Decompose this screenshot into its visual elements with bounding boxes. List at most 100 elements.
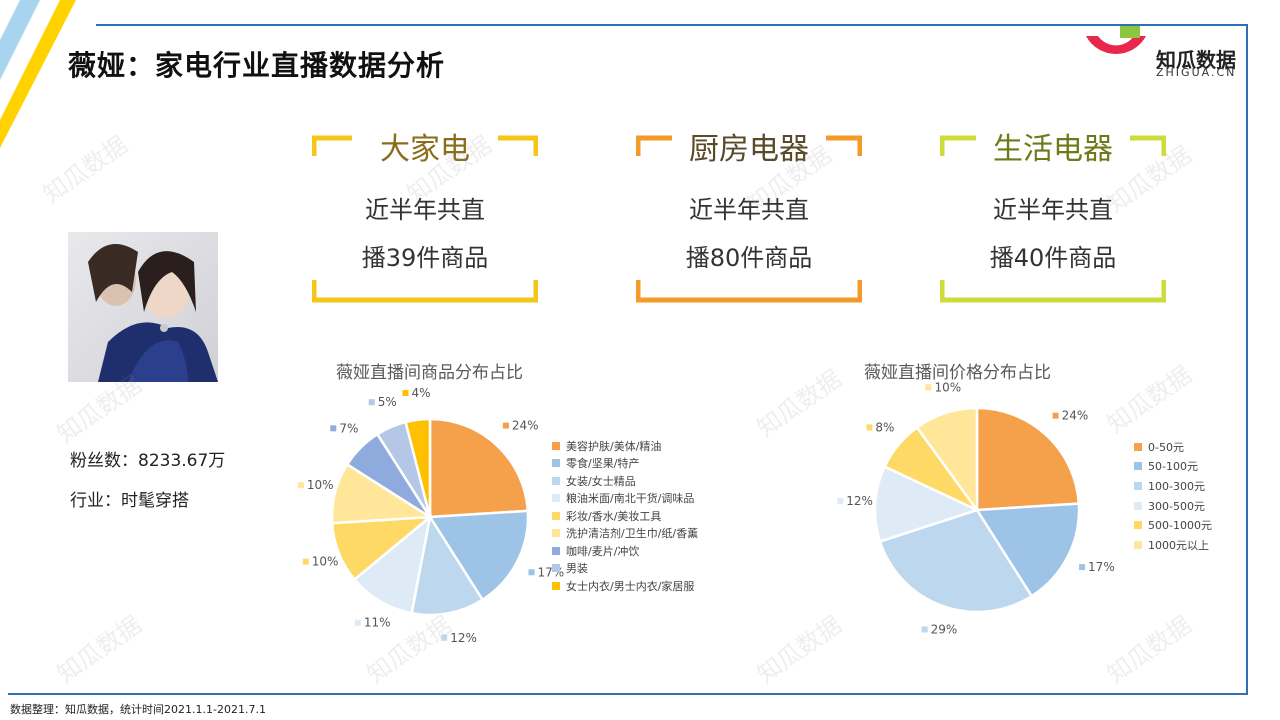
data-label: 5%	[378, 395, 397, 409]
frame-bottom-line	[8, 693, 1248, 695]
pie-slice	[883, 425, 979, 512]
logo-domain: ZHIGUA.CN	[1156, 66, 1237, 79]
legend-item: 男装	[552, 560, 698, 578]
pie-slice	[404, 417, 432, 518]
legend-item: 洗护清洁剂/卫生巾/纸/香薰	[552, 525, 698, 543]
category-box-living-appliances: 生活电器 近半年共直 播40件商品	[940, 132, 1166, 304]
category-title: 厨房电器	[689, 132, 809, 167]
legend-swatch	[552, 476, 560, 485]
legend-label: 300-500元	[1148, 499, 1205, 513]
legend-label: 女士内衣/男士内衣/家居服	[566, 579, 695, 593]
data-label-marker	[330, 425, 337, 432]
legend-swatch	[552, 511, 560, 520]
legend-item: 彩妆/香水/美妆工具	[552, 507, 698, 525]
footer-source: 数据整理：知瓜数据，统计时间2021.1.1-2021.7.1	[10, 703, 266, 716]
legend-swatch	[1134, 462, 1142, 471]
product-chart-title: 薇娅直播间商品分布占比	[336, 363, 523, 383]
pie-slice	[428, 417, 530, 519]
data-label-marker	[1079, 564, 1086, 571]
legend-swatch	[1134, 540, 1142, 549]
pie-slice	[410, 513, 485, 617]
data-label: 12%	[846, 494, 873, 508]
pie-slice	[330, 515, 434, 582]
data-label: 24%	[1062, 409, 1089, 423]
legend-label: 0-50元	[1148, 440, 1184, 454]
legend-swatch	[552, 494, 560, 503]
legend-item: 1000元以上	[1134, 535, 1212, 555]
legend-swatch	[552, 564, 560, 573]
frame-right-line	[1246, 24, 1248, 694]
data-label: 17%	[1088, 560, 1115, 574]
influencer-photo	[68, 232, 218, 382]
legend-label: 男装	[566, 562, 588, 576]
legend-item: 零食/坚果/特产	[552, 455, 698, 473]
category-desc-line2: 播40件商品	[989, 244, 1117, 272]
legend-item: 0-50元	[1134, 437, 1212, 457]
data-label: 11%	[364, 616, 391, 630]
watermark: 知瓜数据	[752, 610, 847, 689]
legend-swatch	[552, 529, 560, 538]
legend-label: 1000元以上	[1148, 538, 1209, 552]
data-label-marker	[502, 422, 509, 429]
data-label-marker	[354, 619, 361, 626]
product-chart-legend: 美容护肤/美体/精油 零食/坚果/特产 女装/女士精品粮油米面/南北干货/调味品 彩妆…	[552, 437, 698, 595]
bracket-frame	[940, 135, 1166, 303]
legend-label: 女装/女士精品	[566, 474, 636, 488]
legend-label: 500-1000元	[1148, 519, 1212, 533]
legend-item: 咖啡/麦片/冲饮	[552, 542, 698, 560]
pie-slice	[330, 462, 434, 525]
legend-item: 100-300元	[1134, 476, 1212, 496]
pie-slice	[375, 420, 432, 518]
frame-top-line	[96, 24, 1248, 26]
legend-swatch	[552, 546, 560, 555]
data-label-marker	[921, 626, 928, 633]
category-desc-line1: 近半年共直	[365, 196, 485, 224]
category-title: 大家电	[380, 132, 470, 167]
category-desc-line2: 播80件商品	[685, 244, 813, 272]
industry-label: 行业：时髦穿搭	[70, 491, 189, 511]
watermark: 知瓜数据	[1102, 360, 1197, 439]
price-chart-title: 薇娅直播间价格分布占比	[864, 363, 1051, 383]
pie-slice	[873, 464, 981, 544]
zhigua-logo-icon	[1086, 26, 1146, 54]
data-label: 29%	[931, 622, 958, 636]
legend-swatch	[552, 441, 560, 450]
legend-swatch	[1134, 501, 1142, 510]
price-chart-legend: 0-50元 50-100元 100-300元 300-500元 500-1000元 100…	[1134, 437, 1212, 555]
watermark: 知瓜数据	[52, 610, 147, 689]
pie-slice	[975, 406, 1081, 512]
logo-name: 知瓜数据	[1156, 48, 1236, 72]
data-label-marker	[837, 497, 844, 504]
pie-slice	[915, 406, 979, 514]
legend-label: 零食/坚果/特产	[566, 457, 640, 471]
legend-swatch	[1134, 442, 1142, 451]
legend-item: 50-100元	[1134, 457, 1212, 477]
category-box-major-appliances: 大家电 近半年共直 播39件商品	[312, 132, 538, 304]
data-label-marker	[1052, 412, 1059, 419]
pie-slice	[352, 513, 432, 615]
pie-slice	[878, 508, 1034, 614]
data-label-marker	[297, 482, 304, 489]
pie-slice	[427, 509, 530, 602]
data-label: 10%	[307, 478, 334, 492]
watermark: 知瓜数据	[1102, 610, 1197, 689]
category-title: 生活电器	[993, 132, 1113, 167]
legend-swatch	[1134, 521, 1142, 530]
legend-label: 美容护肤/美体/精油	[566, 439, 662, 453]
legend-item: 500-1000元	[1134, 515, 1212, 535]
watermark: 知瓜数据	[752, 364, 847, 443]
data-label-marker	[402, 389, 409, 396]
data-label-marker	[866, 424, 873, 431]
data-label-marker	[528, 569, 535, 576]
data-label: 10%	[312, 555, 339, 569]
category-desc-line2: 播39件商品	[361, 244, 489, 272]
legend-item: 美容护肤/美体/精油	[552, 437, 698, 455]
data-label: 24%	[512, 419, 539, 433]
legend-item: 女装/女士精品	[552, 472, 698, 490]
decorative-stripes	[0, 0, 76, 148]
data-label-marker	[368, 399, 375, 406]
data-label: 8%	[875, 420, 894, 434]
bracket-frame	[636, 135, 862, 303]
legend-label: 粮油米面/南北干货/调味品	[566, 492, 695, 506]
data-label-marker	[302, 558, 309, 565]
